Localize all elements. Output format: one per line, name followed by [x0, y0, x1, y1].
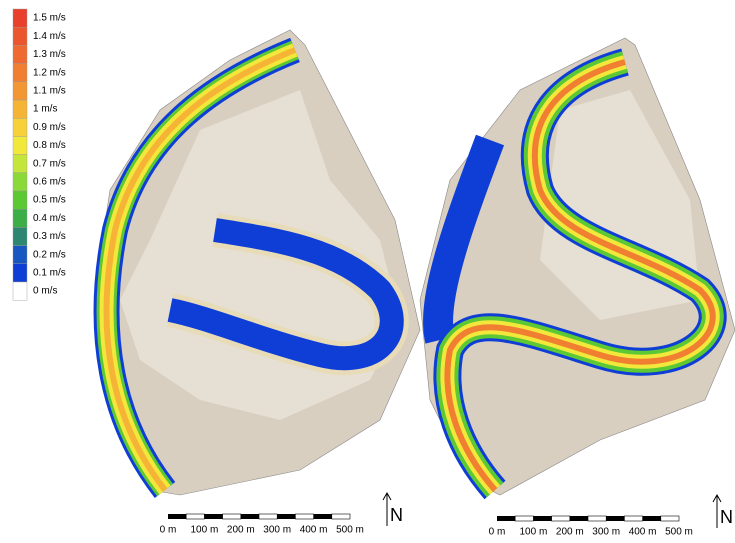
legend-swatch: [13, 209, 27, 227]
legend-label: 0.2 m/s: [33, 249, 66, 260]
legend-label: 1.2 m/s: [33, 67, 66, 78]
legend-label: 0.9 m/s: [33, 122, 66, 133]
legend-label: 0.4 m/s: [33, 213, 66, 224]
scale-segment: [588, 516, 606, 521]
scale-segment: [515, 516, 533, 521]
legend-label: 0.6 m/s: [33, 177, 66, 188]
scale-segment: [204, 514, 222, 519]
scale-label: 100 m: [191, 525, 219, 536]
legend-label: 1.4 m/s: [33, 31, 66, 42]
legend-label: 1 m/s: [33, 104, 57, 115]
scale-segment: [168, 514, 186, 519]
scale-segment: [624, 516, 642, 521]
legend-label: 0.5 m/s: [33, 195, 66, 206]
scale-segment: [570, 516, 588, 521]
legend-swatch: [13, 155, 27, 173]
legend-label: 0.1 m/s: [33, 268, 66, 279]
scale-segment: [186, 514, 204, 519]
scale-segment: [332, 514, 350, 519]
scale-segment: [223, 514, 241, 519]
scale-segment: [643, 516, 661, 521]
scale-label: 300 m: [263, 525, 291, 536]
scale-label: 300 m: [592, 527, 620, 538]
scale-bars: 0 m 100 m 200 m 300 m 400 m 500 m N 0 m 100 m 200…: [160, 493, 733, 538]
scale-label: 500 m: [336, 525, 364, 536]
legend-swatch: [13, 9, 27, 27]
scale-segment: [295, 514, 313, 519]
legend-label: 0.7 m/s: [33, 158, 66, 169]
scale-segment: [314, 514, 332, 519]
legend-label: 1.3 m/s: [33, 49, 66, 60]
scale-segment: [497, 516, 515, 521]
legend-swatch: [13, 173, 27, 191]
figure: 1.5 m/s 1.4 m/s 1.3 m/s 1.2 m/s 1.1 m/s 1 m/s…: [0, 0, 735, 538]
legend-swatch: [13, 82, 27, 100]
legend-swatch: [13, 246, 27, 264]
legend-swatch: [13, 191, 27, 209]
scale-label: 0 m: [160, 525, 177, 536]
legend-swatch: [13, 227, 27, 245]
scale-segment: [259, 514, 277, 519]
scale-label: 200 m: [556, 527, 584, 538]
scale-label: 400 m: [629, 527, 657, 538]
scale-label: 0 m: [489, 527, 506, 538]
legend-swatch: [13, 27, 27, 45]
scale-label: 100 m: [520, 527, 548, 538]
legend-swatch: [13, 100, 27, 118]
scale-segment: [661, 516, 679, 521]
legend: 1.5 m/s 1.4 m/s 1.3 m/s 1.2 m/s 1.1 m/s 1 m/s…: [13, 9, 66, 300]
north-label: N: [720, 507, 733, 527]
scale-label: 200 m: [227, 525, 255, 536]
scale-segment: [533, 516, 551, 521]
legend-label: 0.3 m/s: [33, 231, 66, 242]
legend-label: 1.5 m/s: [33, 13, 66, 24]
legend-label: 0.8 m/s: [33, 140, 66, 151]
legend-swatch: [13, 45, 27, 63]
scale-segment: [552, 516, 570, 521]
legend-swatch: [13, 282, 27, 300]
legend-swatch: [13, 118, 27, 136]
scale-label: 400 m: [300, 525, 328, 536]
north-label: N: [390, 505, 403, 525]
scale-segment: [606, 516, 624, 521]
scale-segment: [241, 514, 259, 519]
scale-label: 500 m: [665, 527, 693, 538]
legend-label: 1.1 m/s: [33, 86, 66, 97]
legend-label: 0 m/s: [33, 286, 57, 297]
scale-segment: [277, 514, 295, 519]
legend-swatch: [13, 136, 27, 154]
legend-swatch: [13, 264, 27, 282]
legend-swatch: [13, 64, 27, 82]
